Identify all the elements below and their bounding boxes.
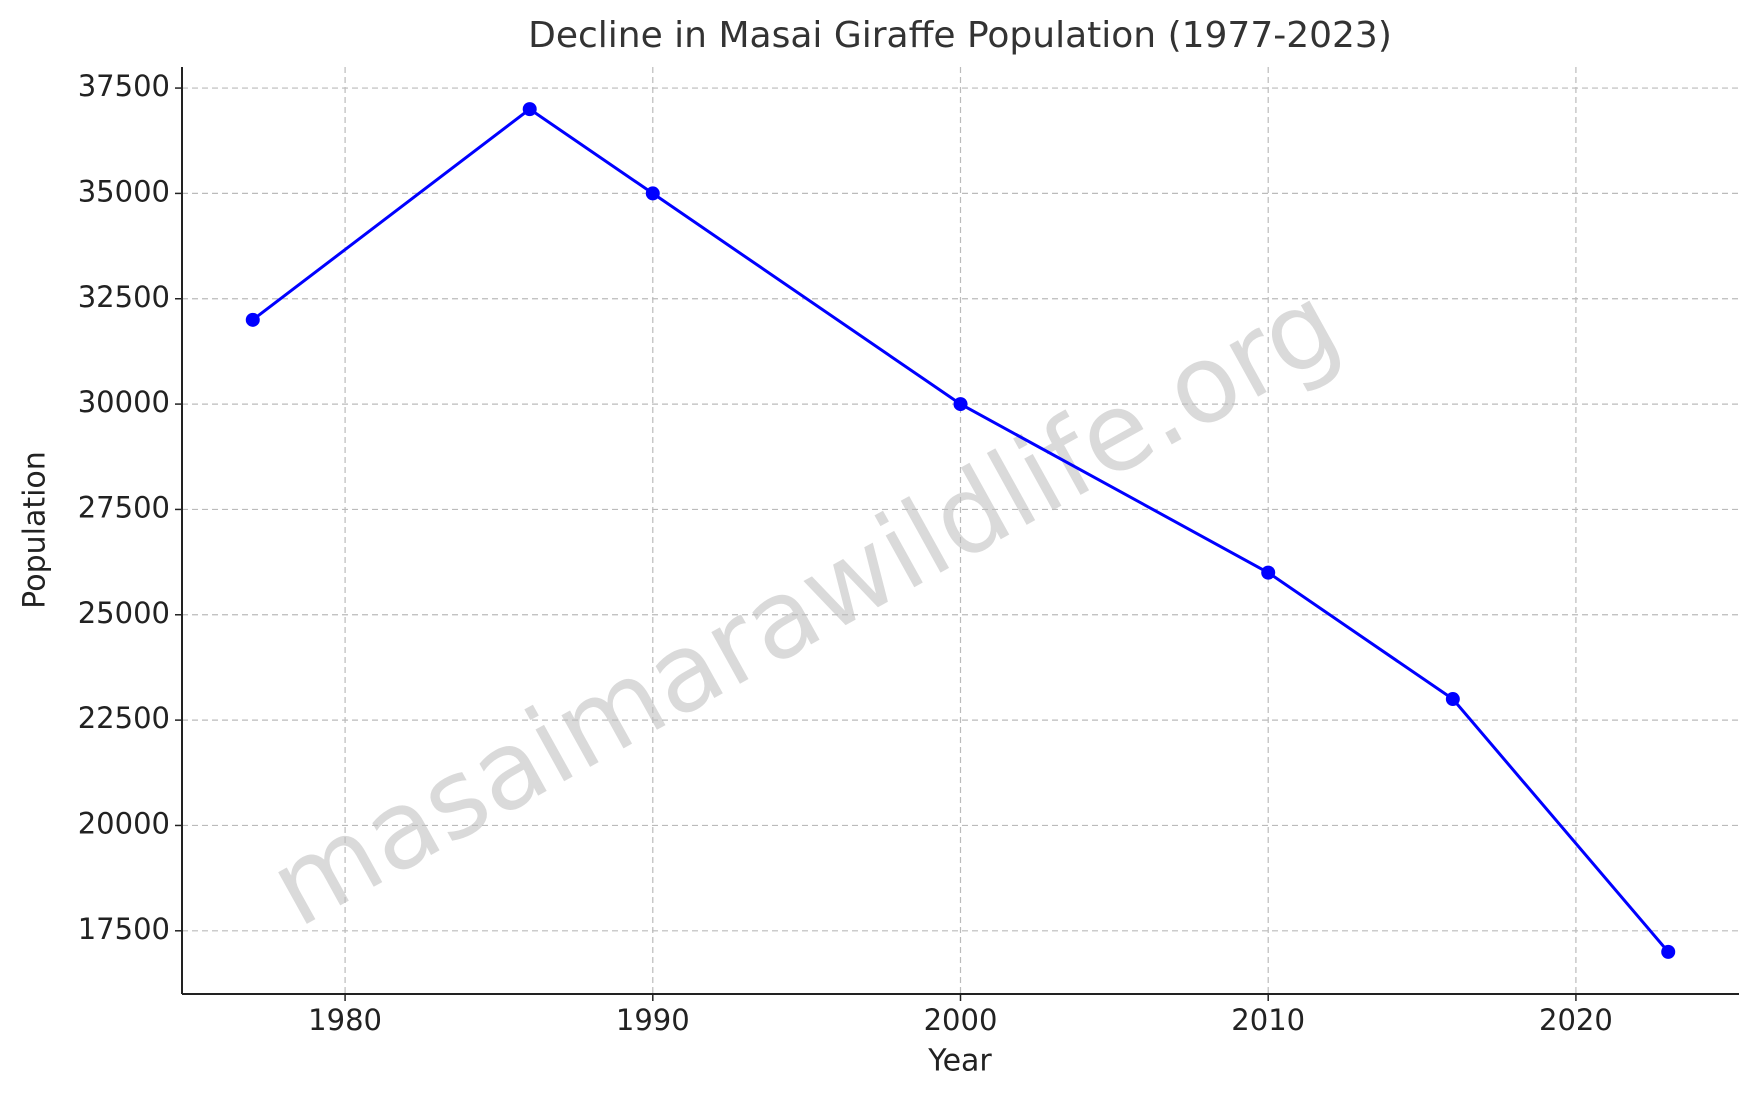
point [522, 102, 537, 117]
watermark: masaimarawildlife.org [250, 261, 1359, 951]
y-tick-label: 35000 [78, 174, 170, 208]
x-tick-label: 2020 [1539, 1003, 1613, 1037]
point [1445, 692, 1460, 707]
point [953, 397, 968, 412]
y-tick-label: 25000 [78, 596, 170, 630]
y-tick-label: 20000 [78, 806, 170, 840]
point [1261, 565, 1276, 580]
x-tick-label: 2010 [1231, 1003, 1305, 1037]
x-tick-label: 1990 [616, 1003, 690, 1037]
point [245, 312, 260, 327]
x-tick-label: 2000 [924, 1003, 998, 1037]
y-tick-label: 22500 [78, 701, 170, 735]
y-tick-label: 17500 [78, 912, 170, 946]
point [1661, 944, 1676, 959]
y-tick-label: 37500 [78, 69, 170, 103]
y-tick-label: 30000 [78, 385, 170, 419]
x-axis-label: Year [927, 1044, 992, 1079]
x-tick-label: 1980 [308, 1003, 382, 1037]
y-tick-label: 32500 [78, 280, 170, 314]
y-axis-label: Population [18, 451, 53, 609]
chart-title: Decline in Masai Giraffe Population (197… [528, 15, 1392, 56]
y-tick-label: 27500 [78, 490, 170, 524]
point [645, 186, 660, 201]
